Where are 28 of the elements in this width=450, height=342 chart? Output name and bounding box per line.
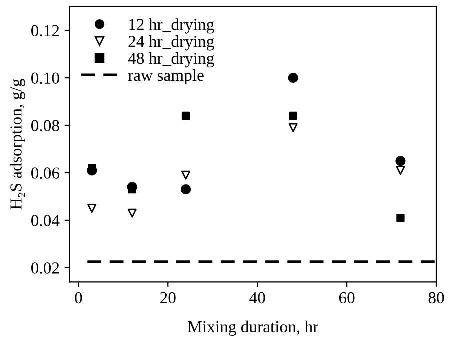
point: [128, 208, 137, 218]
point: [180, 184, 192, 195]
y-tick-label: 0.12: [31, 25, 60, 37]
y-tick-label: 0.08: [31, 120, 60, 132]
x-tick-label: 0: [75, 292, 82, 304]
x-tick-label: 60: [339, 292, 355, 304]
point: [288, 72, 298, 84]
x-axis-title: Mixing duration, hr: [188, 320, 318, 336]
y-axis-title: H₂S adsorption, g/g: [10, 79, 26, 210]
y-tick-label: 0.10: [31, 72, 60, 84]
y-tick-label: 0.02: [31, 262, 60, 274]
point: [288, 123, 298, 132]
legend-label: 12 hr_drying: [130, 18, 214, 34]
point: [182, 170, 191, 180]
point: [289, 112, 298, 120]
point: [88, 204, 97, 214]
legend-label: 24 hr_drying: [128, 36, 214, 51]
y-tick-label: 0.06: [31, 168, 60, 179]
legend-label: raw sample: [128, 69, 204, 85]
point: [396, 156, 406, 166]
y-tick-label: 0.04: [31, 215, 60, 226]
x-tick-label: 20: [160, 292, 176, 304]
legend-label: 48 hr_drying: [128, 52, 214, 68]
x-tick-label: 80: [428, 292, 444, 304]
x-tick-label: 40: [250, 292, 266, 304]
point: [396, 166, 406, 176]
point: [396, 214, 405, 222]
point: [182, 112, 190, 120]
